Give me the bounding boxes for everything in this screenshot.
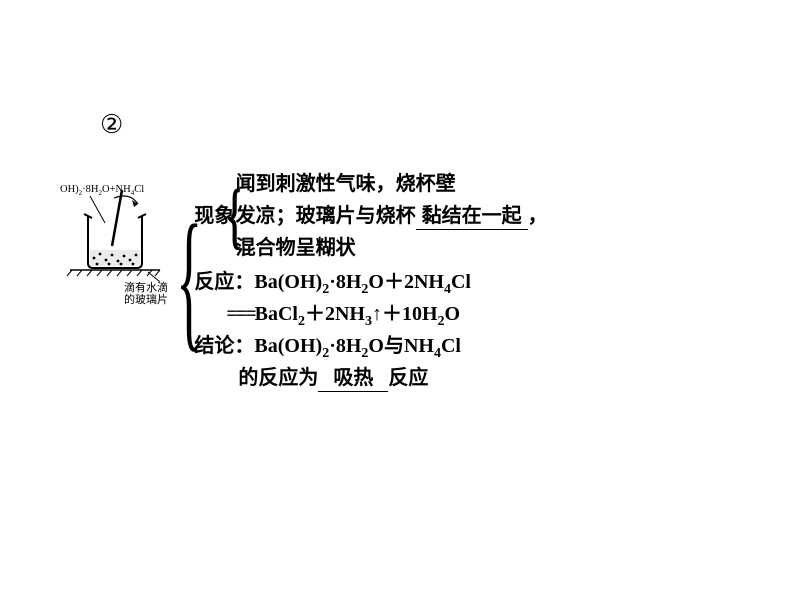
experiment-diagram: OH)2·8H2O+NH4Cl — [60, 178, 180, 308]
equals-sign: === — [226, 303, 254, 325]
reaction-formula-2: BaCl2＋2NH3↑＋10H2O — [255, 303, 460, 325]
reaction-block: 反应：Ba(OH)2·8H2O＋2NH4Cl ===BaCl2＋2NH3↑＋10… — [194, 266, 547, 394]
phenomena-line-1: 闻到刺激性气味，烧杯壁 — [236, 168, 548, 200]
reaction-formula-1: Ba(OH)2·8H2O＋2NH4Cl — [254, 271, 471, 293]
beaker-diagram-svg: OH)2·8H2O+NH4Cl — [60, 178, 180, 308]
brace-outer: { — [176, 164, 202, 394]
item-marker: ② — [100, 110, 123, 140]
page: ② OH)2·8H2O+NH4Cl — [0, 0, 794, 596]
phenomena-line-2b: ， — [528, 205, 548, 227]
reaction-line-1: 反应：Ba(OH)2·8H2O＋2NH4Cl — [194, 266, 547, 298]
conclusion-formula: Ba(OH)2·8H2O与NH4Cl — [254, 335, 461, 357]
brace-inner: { — [228, 168, 241, 264]
phenomena-line-3: 混合物呈糊状 — [236, 232, 548, 264]
text-area: 现象 { 闻到刺激性气味，烧杯壁 发凉；玻璃片与烧杯黏结在一起， 混合物呈糊状 … — [194, 168, 547, 394]
glass-label-2: 的玻璃片 — [124, 292, 168, 306]
reaction-label: 反应： — [194, 271, 254, 293]
conclusion-label: 结论： — [194, 335, 254, 357]
content-block: OH)2·8H2O+NH4Cl — [60, 168, 548, 398]
blank-stick: 黏结在一起 — [416, 203, 528, 230]
conclusion-line-1: 结论：Ba(OH)2·8H2O与NH4Cl — [194, 330, 547, 362]
reaction-line-2: ===BaCl2＋2NH3↑＋10H2O — [194, 298, 547, 330]
conclusion-line-2: 的反应为吸热反应 — [194, 362, 547, 394]
reagent-label: OH)2·8H2O+NH4Cl — [60, 184, 144, 197]
phenomena-line-2: 发凉；玻璃片与烧杯黏结在一起， — [236, 200, 548, 232]
phenomena-row: 现象 { 闻到刺激性气味，烧杯壁 发凉；玻璃片与烧杯黏结在一起， 混合物呈糊状 — [194, 168, 547, 264]
glass-label-1: 滴有水滴 — [124, 280, 168, 294]
conclusion-line-2b: 反应 — [388, 367, 428, 389]
blank-endothermic: 吸热 — [318, 365, 388, 392]
conclusion-line-2a: 的反应为 — [238, 367, 318, 389]
phenomena-lines: 闻到刺激性气味，烧杯壁 发凉；玻璃片与烧杯黏结在一起， 混合物呈糊状 — [236, 168, 548, 264]
phenomena-line-2a: 发凉；玻璃片与烧杯 — [236, 205, 416, 227]
